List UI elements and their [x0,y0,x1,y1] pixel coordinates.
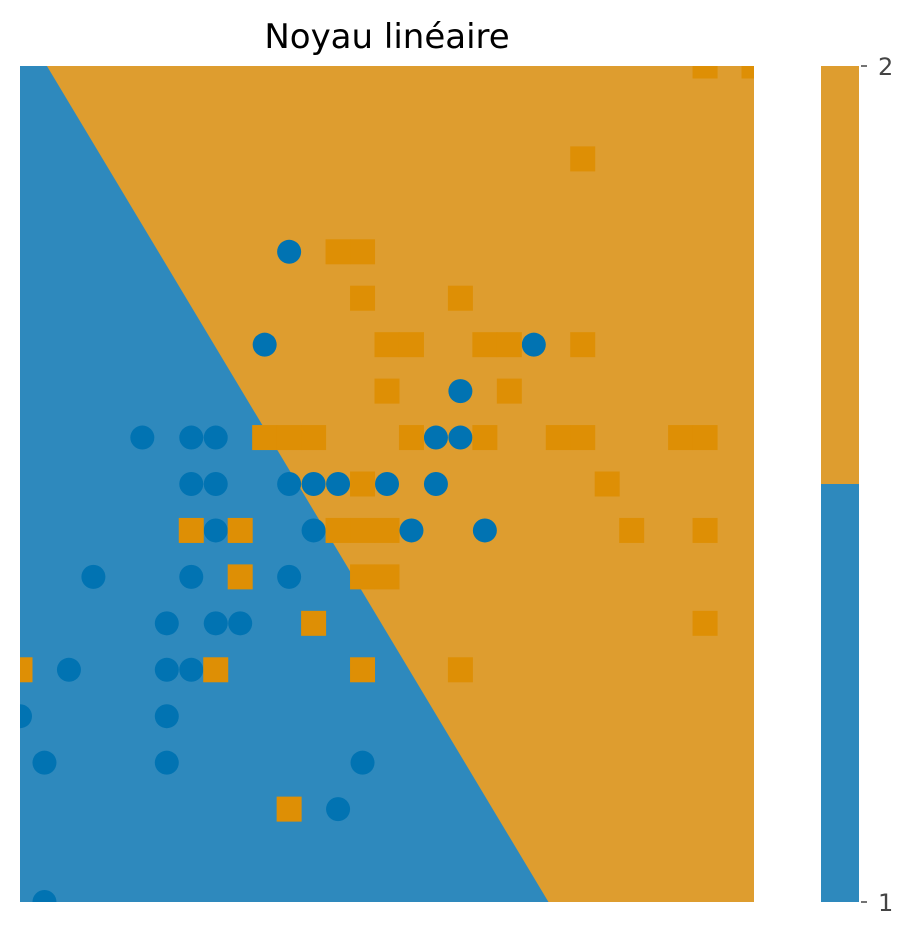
chart-title: Noyau linéaire [264,17,509,57]
point-class-2-25 [178,517,204,543]
point-class-1-24 [277,564,302,589]
point-class-2-8 [398,332,424,358]
point-class-1-19 [301,518,326,543]
point-class-1-0 [277,239,302,264]
point-class-1-1 [252,332,277,357]
point-class-1-23 [179,564,204,589]
colorbar-tick-label-1: 1 [878,889,893,917]
colorbar-segment-class-2 [821,66,859,484]
point-class-2-29 [374,517,400,543]
point-class-1-21 [472,518,497,543]
point-class-1-10 [448,425,473,450]
point-class-2-12 [374,378,400,404]
point-class-2-16 [301,425,327,451]
point-class-1-5 [130,425,155,450]
point-class-2-2 [570,146,596,172]
point-class-2-3 [325,239,351,265]
point-class-2-41 [276,796,302,822]
point-class-2-39 [350,657,376,683]
point-class-2-40 [447,657,473,683]
point-class-2-38 [203,657,229,683]
point-class-2-37 [20,657,33,683]
point-class-2-31 [692,517,718,543]
point-class-2-19 [545,425,571,451]
point-class-2-36 [692,610,718,636]
point-class-2-13 [496,378,522,404]
point-class-1-35 [350,750,375,775]
point-class-2-28 [350,517,376,543]
colorbar: 12 [821,53,893,917]
point-class-2-30 [619,517,645,543]
point-class-1-33 [32,750,57,775]
point-class-1-15 [326,472,351,496]
point-class-1-27 [228,611,253,636]
point-class-2-22 [692,425,718,451]
point-class-1-9 [423,425,448,450]
point-class-1-14 [301,472,326,496]
point-class-2-9 [472,332,498,358]
point-class-1-37 [32,890,57,902]
point-class-2-24 [594,471,620,497]
point-class-1-13 [277,472,302,496]
point-class-1-22 [81,564,106,589]
point-class-1-12 [203,472,228,496]
point-class-2-15 [276,425,302,451]
point-class-2-0 [692,66,718,79]
point-class-1-29 [154,657,179,682]
point-class-2-33 [350,564,376,590]
point-class-2-32 [227,564,253,590]
point-class-2-11 [570,332,596,358]
point-class-2-4 [350,239,376,265]
point-class-1-17 [423,472,448,496]
point-class-1-11 [179,472,204,496]
point-class-2-21 [668,425,694,451]
point-class-2-6 [447,285,473,311]
point-class-2-23 [350,471,376,497]
point-class-1-34 [154,750,179,775]
point-class-2-10 [496,332,522,358]
point-class-1-28 [56,657,81,682]
point-class-1-36 [326,797,351,822]
data-points [20,66,754,902]
point-class-1-3 [521,332,546,357]
point-class-2-20 [570,425,596,451]
point-class-2-7 [374,332,400,358]
colorbar-tick-label-2: 2 [878,53,893,81]
point-class-1-6 [179,425,204,450]
point-class-1-32 [154,704,179,729]
point-class-2-34 [374,564,400,590]
point-class-2-35 [301,610,327,636]
point-class-2-27 [325,517,351,543]
point-class-1-31 [20,704,32,729]
point-class-1-7 [203,425,228,450]
point-class-1-4 [448,379,473,404]
point-class-2-17 [398,425,424,451]
point-class-2-14 [252,425,278,451]
point-class-2-26 [227,517,253,543]
point-class-2-18 [472,425,498,451]
point-class-1-20 [399,518,424,543]
point-class-1-25 [154,611,179,636]
point-class-1-30 [179,657,204,682]
plot-area [20,66,754,902]
point-class-2-1 [741,66,754,79]
point-class-1-16 [375,472,399,496]
point-class-1-18 [203,518,228,543]
point-class-2-5 [350,285,376,311]
colorbar-segment-class-1 [821,484,859,902]
point-class-1-26 [203,611,228,636]
